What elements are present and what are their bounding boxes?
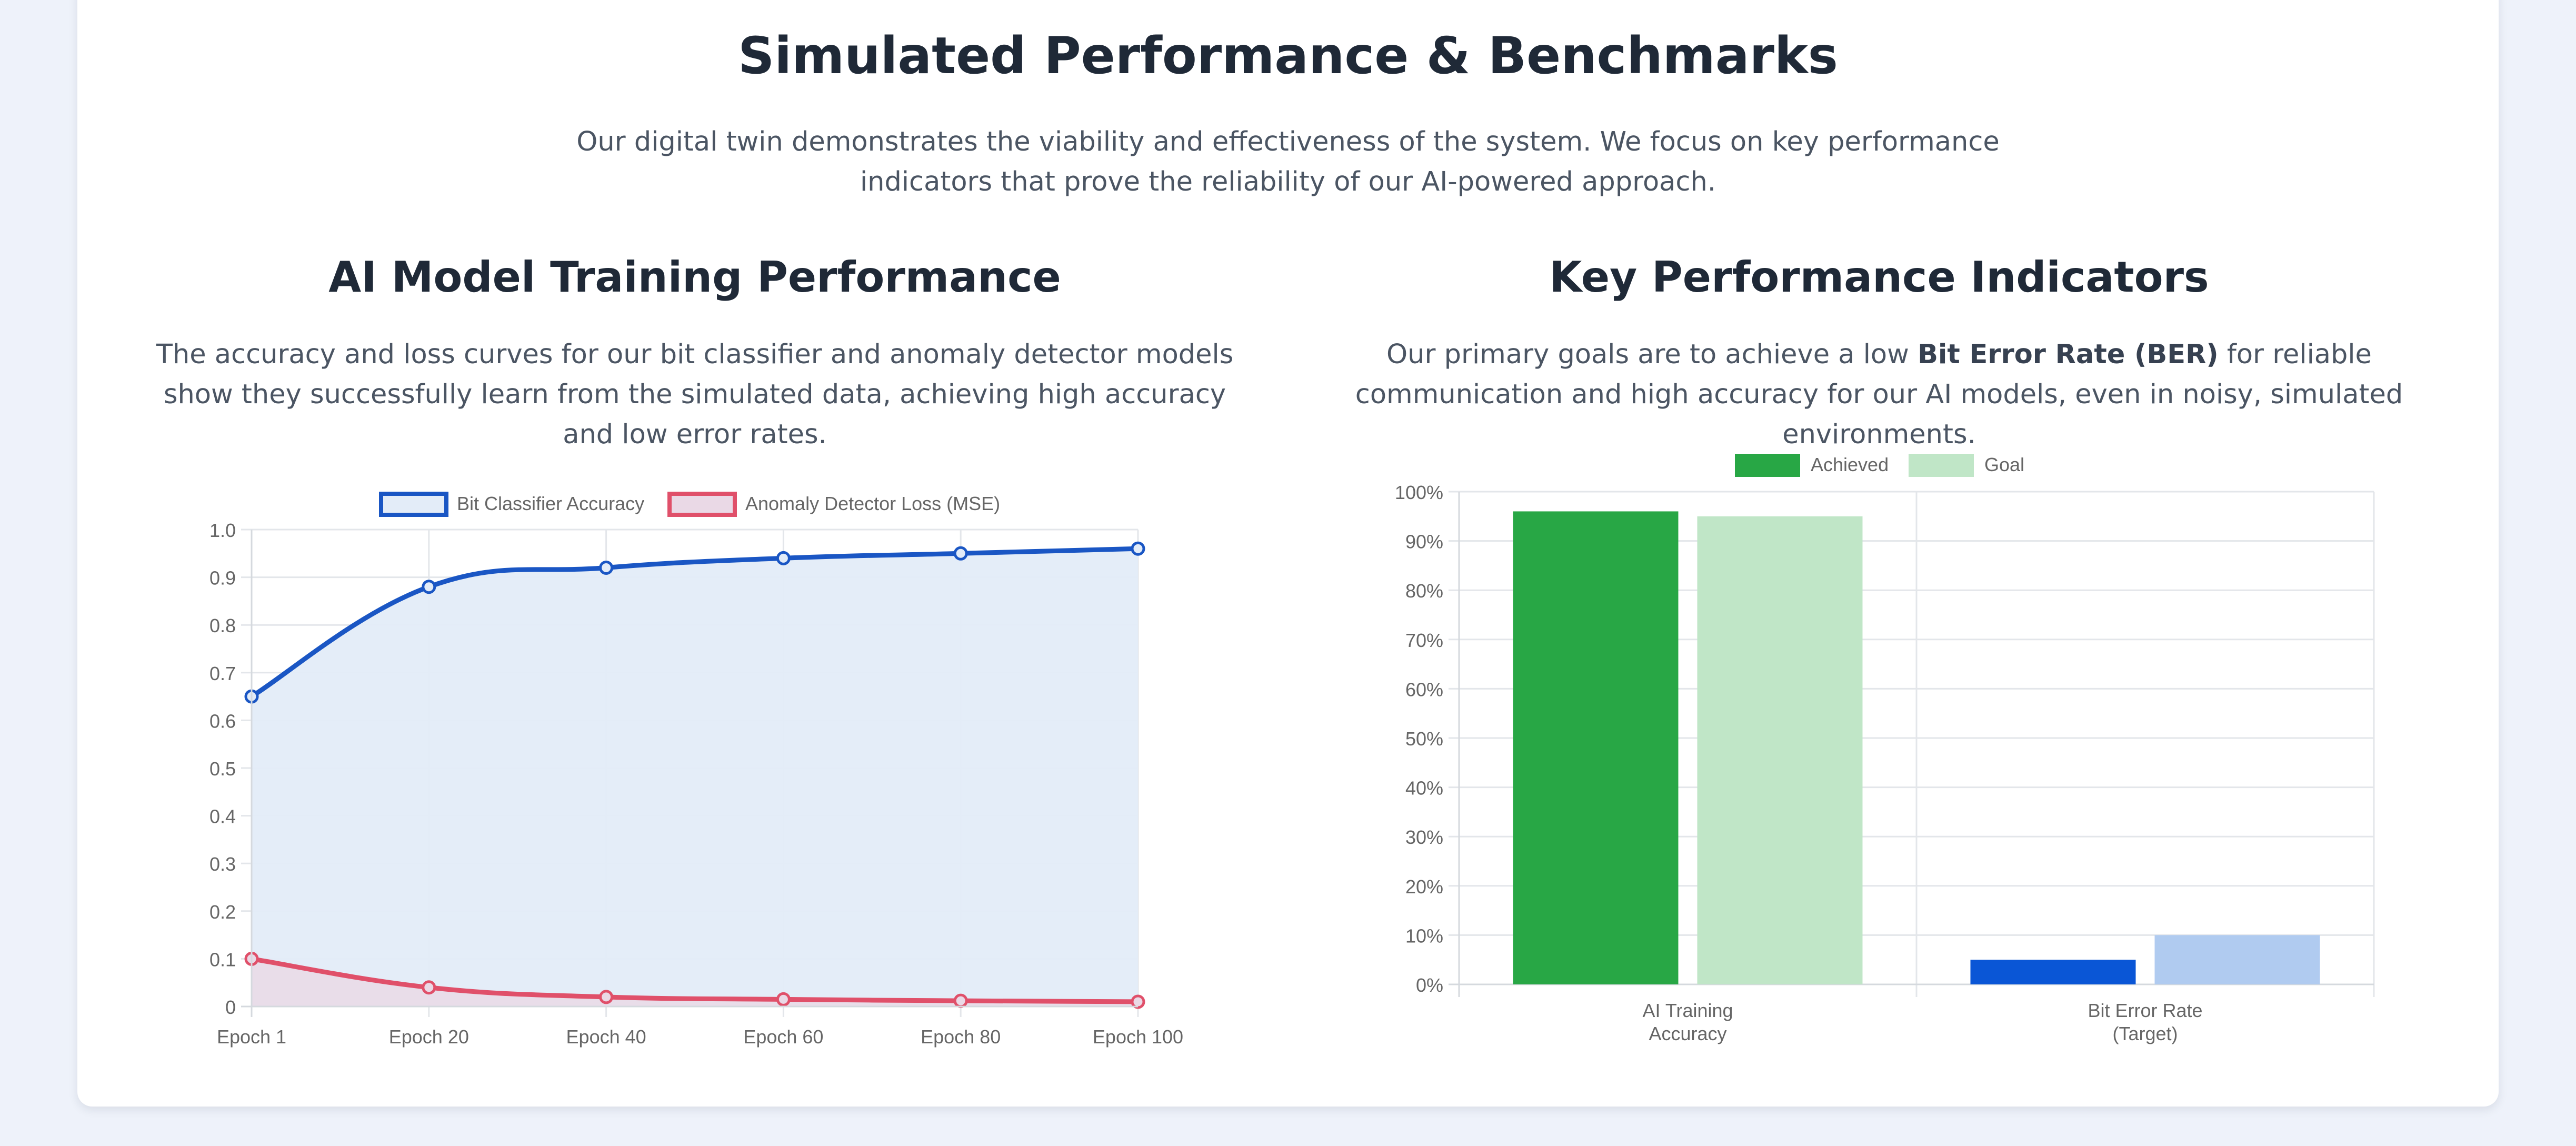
x-tick-label: Accuracy (1649, 1023, 1726, 1044)
y-tick-label: 10% (1405, 925, 1443, 946)
y-tick-label: 1.0 (209, 520, 236, 541)
legend-label: Goal (1984, 454, 2024, 475)
x-tick-label: Epoch 80 (921, 1026, 1001, 1048)
y-tick-label: 0.2 (209, 901, 236, 923)
legend-swatch (1735, 454, 1800, 477)
x-tick-label: Epoch 60 (743, 1026, 823, 1048)
x-tick-label: Epoch 20 (389, 1026, 469, 1048)
y-tick-label: 0.9 (209, 567, 236, 589)
kpi-section-title: Key Performance Indicators (1549, 253, 2209, 302)
legend-swatch (667, 492, 737, 517)
y-tick-label: 0.3 (209, 853, 236, 875)
data-point (599, 990, 614, 1004)
series-area (252, 549, 1138, 1007)
bar (1697, 516, 1863, 984)
kpi-desc-after: for reliable communication and high accu… (1355, 339, 2403, 450)
legend-label: Anomaly Detector Loss (MSE) (745, 493, 1000, 514)
legend-swatch (1909, 454, 1974, 477)
training-section-description: The accuracy and loss curves for our bit… (156, 339, 1234, 450)
y-tick-label: 20% (1405, 876, 1443, 898)
x-tick-label: (Target) (2112, 1023, 2178, 1044)
legend-label: Bit Classifier Accuracy (457, 493, 644, 514)
legend-swatch (379, 492, 448, 517)
y-tick-label: 60% (1405, 679, 1443, 700)
data-point (422, 580, 436, 594)
data-point (953, 546, 968, 561)
bar (1970, 960, 2136, 984)
data-point (1131, 994, 1145, 1009)
y-tick-label: 0.8 (209, 615, 236, 636)
data-point (599, 560, 614, 575)
kpi-desc-bold: Bit Error Rate (BER) (1918, 339, 2219, 370)
y-tick-label: 80% (1405, 580, 1443, 602)
y-tick-label: 30% (1405, 826, 1443, 848)
series-line (250, 546, 1139, 699)
training-section-title: AI Model Training Performance (328, 253, 1061, 302)
bar (2154, 935, 2320, 984)
data-point (776, 551, 791, 565)
y-tick-label: 70% (1405, 630, 1443, 651)
series-line (251, 956, 1139, 1004)
page-description: Our digital twin demonstrates the viabil… (576, 126, 2000, 197)
y-tick-label: 0% (1416, 974, 1443, 996)
bar (1513, 511, 1679, 984)
data-point (1131, 541, 1145, 556)
kpi-desc-before: Our primary goals are to achieve a low (1386, 339, 1918, 370)
y-tick-label: 0.5 (209, 758, 236, 780)
series-area (252, 959, 1138, 1007)
x-tick-label: Epoch 40 (566, 1026, 646, 1048)
y-tick-label: 0.6 (209, 710, 236, 732)
y-tick-label: 40% (1405, 778, 1443, 799)
kpi-section-description: Our primary goals are to achieve a low B… (1321, 335, 2437, 455)
page-title: Simulated Performance & Benchmarks (738, 26, 1838, 85)
y-tick-label: 0.4 (209, 806, 236, 828)
training-performance-line-chart: 0 0.1 0.2 0.3 0.4 0.5 0.6 0.7 0.8 0.9 1.0 Epoch 1 Ep… (209, 492, 1183, 1048)
x-tick-label: Epoch 100 (1093, 1026, 1183, 1048)
x-tick-label: AI Training (1642, 1000, 1733, 1021)
legend-label: Achieved (1811, 454, 1889, 475)
y-tick-label: 50% (1405, 728, 1443, 750)
x-tick-label: Epoch 1 (217, 1026, 286, 1048)
x-tick-label: Bit Error Rate (2088, 1000, 2202, 1021)
data-point (422, 980, 436, 995)
y-tick-label: 0.1 (209, 949, 236, 970)
data-point (776, 992, 791, 1007)
y-tick-label: 100% (1395, 482, 1443, 503)
y-tick-label: 0 (225, 996, 236, 1018)
y-tick-label: 90% (1405, 531, 1443, 553)
y-tick-label: 0.7 (209, 663, 236, 684)
